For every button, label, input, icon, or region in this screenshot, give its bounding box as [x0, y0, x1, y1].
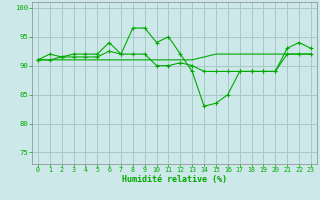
X-axis label: Humidité relative (%): Humidité relative (%): [122, 175, 227, 184]
